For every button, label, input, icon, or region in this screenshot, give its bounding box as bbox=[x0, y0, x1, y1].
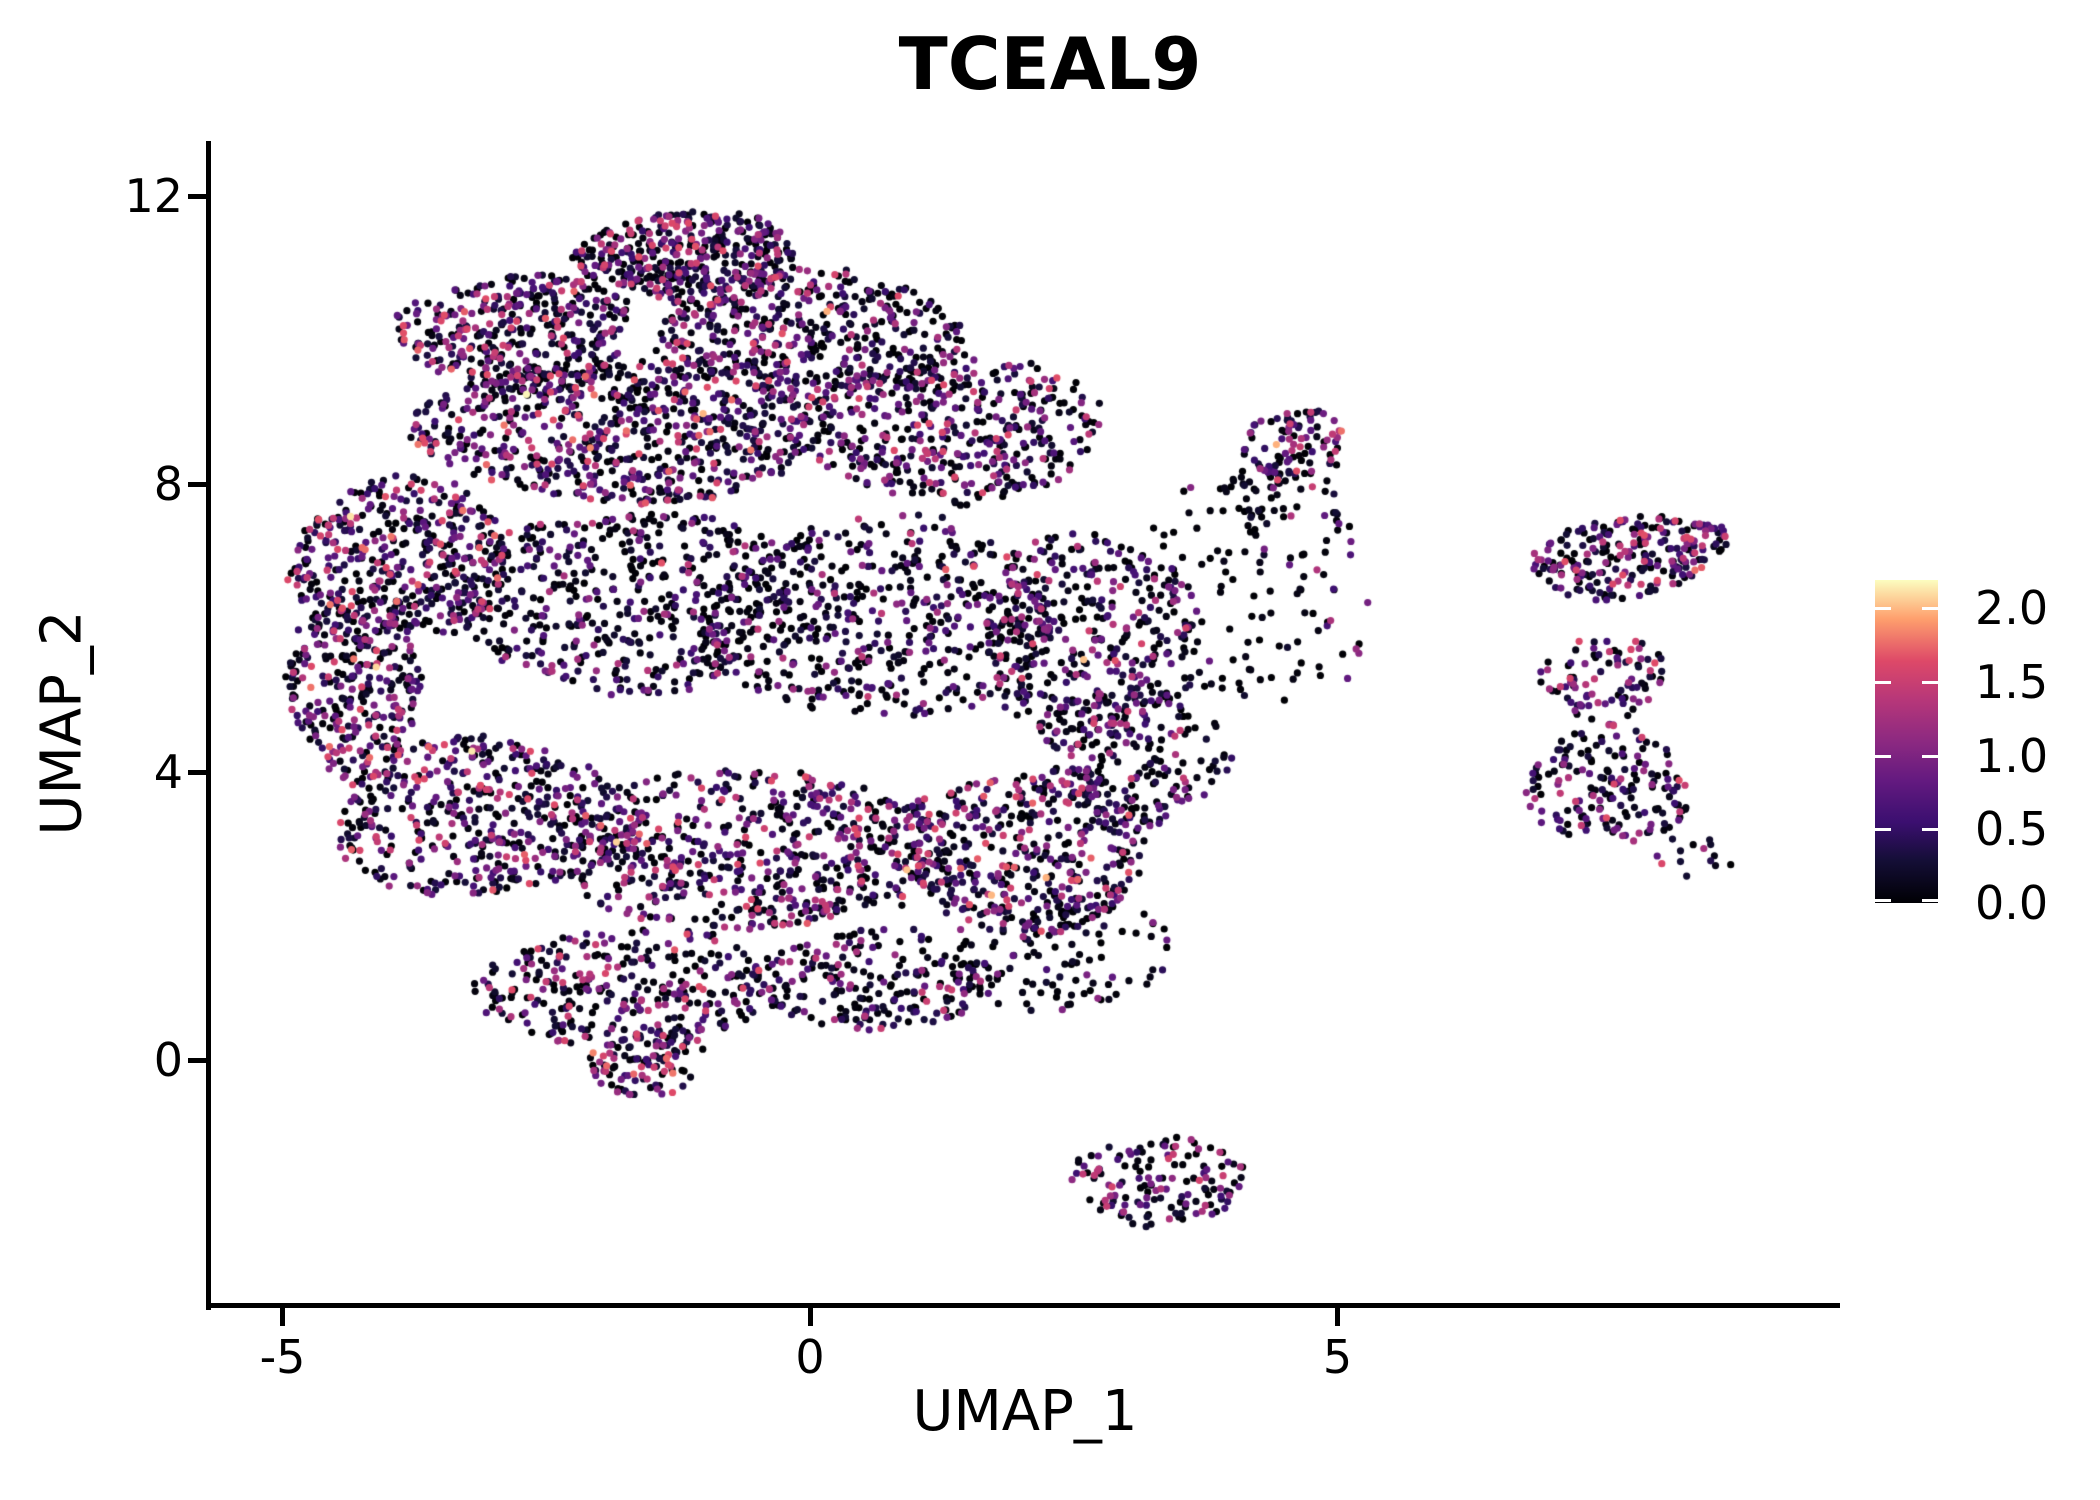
y-tick-mark bbox=[188, 481, 206, 487]
x-axis-line bbox=[206, 1303, 1840, 1308]
page-title: TCEAL9 bbox=[898, 22, 1202, 106]
colorbar-tick-mark bbox=[1922, 899, 1938, 902]
scatter-plot-canvas bbox=[211, 141, 1840, 1305]
x-axis-label: UMAP_1 bbox=[912, 1379, 1138, 1444]
colorbar-tick-mark bbox=[1922, 754, 1938, 758]
y-tick-mark bbox=[188, 193, 206, 199]
colorbar-tick-label: 0.0 bbox=[1975, 876, 2049, 930]
x-tick-label: -5 bbox=[259, 1330, 306, 1384]
colorbar-tick-mark bbox=[1875, 899, 1891, 902]
y-axis-label: UMAP_2 bbox=[29, 610, 95, 836]
x-tick-mark bbox=[280, 1308, 285, 1326]
colorbar-tick-mark bbox=[1875, 607, 1891, 611]
colorbar-tick-mark bbox=[1922, 680, 1938, 684]
y-tick-mark bbox=[188, 1057, 206, 1063]
y-tick-mark bbox=[188, 769, 206, 775]
colorbar-tick-label: 1.0 bbox=[1975, 728, 2049, 783]
colorbar-tick-mark bbox=[1875, 754, 1891, 758]
colorbar-tick-mark bbox=[1875, 680, 1891, 684]
y-axis-line bbox=[206, 141, 211, 1310]
y-tick-label: 0 bbox=[153, 1033, 183, 1087]
y-tick-label: 8 bbox=[153, 457, 183, 511]
x-tick-label: 5 bbox=[1322, 1330, 1353, 1384]
x-tick-mark bbox=[1335, 1308, 1340, 1326]
colorbar-tick-mark bbox=[1922, 828, 1938, 832]
colorbar-tick-label: 2.0 bbox=[1975, 581, 2049, 636]
colorbar-tick-label: 0.5 bbox=[1975, 802, 2049, 857]
y-tick-label: 4 bbox=[153, 745, 183, 799]
colorbar-gradient bbox=[1875, 580, 1938, 903]
colorbar-tick-mark bbox=[1922, 607, 1938, 611]
x-tick-label: 0 bbox=[795, 1330, 825, 1384]
colorbar-tick-label: 1.5 bbox=[1975, 654, 2049, 709]
x-tick-mark bbox=[807, 1308, 813, 1326]
colorbar-tick-mark bbox=[1875, 828, 1891, 832]
y-tick-label: 12 bbox=[124, 169, 183, 223]
